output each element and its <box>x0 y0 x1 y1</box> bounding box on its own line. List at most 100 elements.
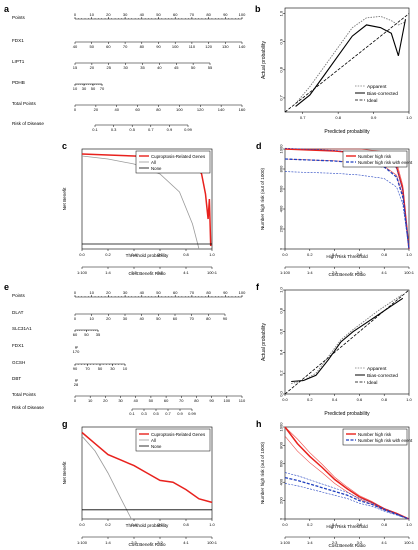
cic-h-legend-event: Number high risk with event <box>358 438 413 443</box>
nomo-a-total-tick-label: 140 <box>218 107 225 112</box>
nomo-e-row-risk: Risk of Disease <box>12 405 44 410</box>
nomo-e-total-tick-label: 90 <box>209 398 214 403</box>
nomo-e-points-tick-label: 100 <box>239 290 246 295</box>
nomogram-e: Points DLAT SLC31A1 FDX1 GCSH DBT Total … <box>12 290 246 416</box>
dca-g-cb-tick-label: 4:1 <box>183 540 189 545</box>
cic-d-ytick-label: 0 <box>278 247 283 250</box>
nomo-e-dlat-tick-label: 50 <box>156 316 161 321</box>
nomo-a-fdx1-tick-label: 70 <box>123 44 128 49</box>
nomo-a-points-tick-label: 70 <box>190 12 195 17</box>
cic-d-ytick-label: 400 <box>278 205 283 212</box>
cic-d-cb-tick-label: 4:1 <box>381 270 387 275</box>
calib-f-ytick-label: 0.0 <box>278 390 283 396</box>
nomo-a-points-tick-label: 60 <box>173 12 178 17</box>
calib-f-xtick-label: 0.4 <box>332 397 338 402</box>
nomo-a-risk-tick-label: 0.3 <box>111 127 117 132</box>
calib-f-ytick-label: 0.4 <box>278 349 283 355</box>
nomo-e-risk-tick-label: 0.1 <box>129 411 135 416</box>
dca-g-cb-tick-label: 100:1 <box>207 540 218 545</box>
calib-f-xtick-label: 0.8 <box>381 397 387 402</box>
nomogram-a: Points FDX1 LIPT1 PDHB Total Points Risk… <box>12 12 246 132</box>
nomo-a-fdx1-tick-label: 140 <box>239 44 246 49</box>
nomo-e-risk-tick-label: 0.5 <box>153 411 159 416</box>
dca-c-xlabel: Threshold probability <box>126 253 169 258</box>
dca-c-legend-box <box>135 150 211 174</box>
nomo-e-gcsh-tick-label: 90 <box>73 366 78 371</box>
nomo-e-points-tick-label: 60 <box>173 290 178 295</box>
dca-c-cb-tick-label: 100:1 <box>207 270 218 275</box>
cic-h-legend-box <box>342 428 408 446</box>
nomo-e-row-dbt: DBT <box>12 376 21 381</box>
nomo-e-dlat-tick-label: 90 <box>223 316 228 321</box>
panel-label-h: h <box>256 419 262 429</box>
dca-c-xtick-label: 0.2 <box>105 252 111 257</box>
cic-h-ytick-label: 800 <box>278 441 283 448</box>
dca-g: 0.0 0.2 0.4 0.6 0.8 1.0 1:100 1:4 2:3 3:2 4:1 100:1… <box>62 426 218 547</box>
cic-h-cb-tick-label: 1:100 <box>280 540 291 545</box>
cic-d-cb-tick-label: 2:3 <box>332 270 338 275</box>
cic-d-risk-ci-lower <box>284 158 410 250</box>
calib-f-frame <box>284 289 410 395</box>
panel-label-g: g <box>62 419 68 429</box>
nomo-e-row-points: Points <box>12 293 25 298</box>
calib-f-ylabel: Actual probability <box>261 322 267 361</box>
dca-c-cb-tick-label: 4:1 <box>183 270 189 275</box>
cic-d-ylabel: Number high risk (out of 1000) <box>260 168 265 231</box>
cic-h-frame <box>284 426 410 520</box>
nomo-a-lipt1-tick-label: 25 <box>107 65 112 70</box>
nomo-a-pdhb-tick-label: 50 <box>91 86 96 91</box>
calib-b-series-ideal <box>284 13 410 113</box>
cic-d-event-ci-lower <box>284 171 410 250</box>
nomo-e-dlat-tick-label: 70 <box>189 316 194 321</box>
calib-f-ytick-label: 0.6 <box>278 328 283 334</box>
cic-d-ytick-label: 800 <box>278 165 283 172</box>
calib-b-ytick-label: 1.0 <box>278 10 283 16</box>
nomo-e-total-tick-label: 30 <box>118 398 123 403</box>
nomo-a-fdx1-tick-label: 50 <box>89 44 94 49</box>
nomo-a-fdx1-tick-label: 120 <box>205 44 212 49</box>
nomo-a-row-points: Points <box>12 15 25 20</box>
nomo-e-total-tick-label: 80 <box>194 398 199 403</box>
nomo-a-points-tick-label: 90 <box>223 12 228 17</box>
calib-f-legend-bias: Bias-corrected <box>367 373 398 379</box>
dca-c-cb-tick-label: 2:3 <box>131 270 137 275</box>
nomo-e-risk-tick-label: 0.9 <box>177 411 183 416</box>
dca-c-legend-all: All <box>151 160 156 165</box>
dca-g-xtick-label: 0.0 <box>79 522 85 527</box>
dca-g-xtick-label: 0.6 <box>157 522 163 527</box>
nomo-e-total-tick-label: 0 <box>74 398 77 403</box>
nomo-e-points-tick-label: 30 <box>123 290 128 295</box>
nomo-a-lipt1-tick-label: 45 <box>174 65 179 70</box>
nomo-e-dlat-tick-label: 80 <box>206 316 211 321</box>
nomo-e-dlat-tick-label: 60 <box>173 316 178 321</box>
nomo-a-points-tick-label: 100 <box>239 12 246 17</box>
cic-h-xtick-label: 0.4 <box>332 522 338 527</box>
cic-h-ytick-label: 400 <box>278 478 283 485</box>
cic-h-xtick-label: 0.6 <box>357 522 363 527</box>
cic-d-legend-box <box>342 150 408 168</box>
nomo-a-fdx1-tick-label: 80 <box>140 44 145 49</box>
nomo-a-lipt1-tick-label: 55 <box>208 65 213 70</box>
nomo-a-risk-tick-label: 0.5 <box>129 127 135 132</box>
dca-g-xtick-label: 1.0 <box>209 522 215 527</box>
nomo-e-dbt-tick-label: 28 <box>74 382 79 387</box>
nomo-a-points-tick-label: 50 <box>156 12 161 17</box>
cic-h-event-ci-lower <box>284 483 410 520</box>
dca-g-cb-tick-label: 1:4 <box>105 540 111 545</box>
dca-g-xlabel: Threshold probability <box>126 523 169 528</box>
calib-b-legend-bias: Bias-corrected <box>367 91 398 97</box>
cic-h: 0.0 0.2 0.4 0.6 0.8 1.0 0 200 400 600 800 1000 1:100… <box>260 422 415 548</box>
calib-b-ytick-label: 0.8 <box>278 66 283 72</box>
cic-h-cb-tick-label: 4:1 <box>381 540 387 545</box>
calib-b-ylabel: Actual probability <box>261 40 267 79</box>
nomo-e-slc31a1-tick-label: 50 <box>84 332 89 337</box>
dca-c-xtick-label: 0.8 <box>183 252 189 257</box>
cic-h-event-ci-upper <box>284 472 410 520</box>
cic-h-xtick-label: 0.2 <box>307 522 313 527</box>
nomo-a-total-tick-label: 120 <box>197 107 204 112</box>
calib-b-ytick-label: 0.7 <box>278 94 283 100</box>
calib-b-frame <box>284 7 410 113</box>
dca-g-xtick-label: 0.2 <box>105 522 111 527</box>
cic-h-cb-tick-label: 1:4 <box>307 540 313 545</box>
nomo-e-total-tick-label: 60 <box>164 398 169 403</box>
